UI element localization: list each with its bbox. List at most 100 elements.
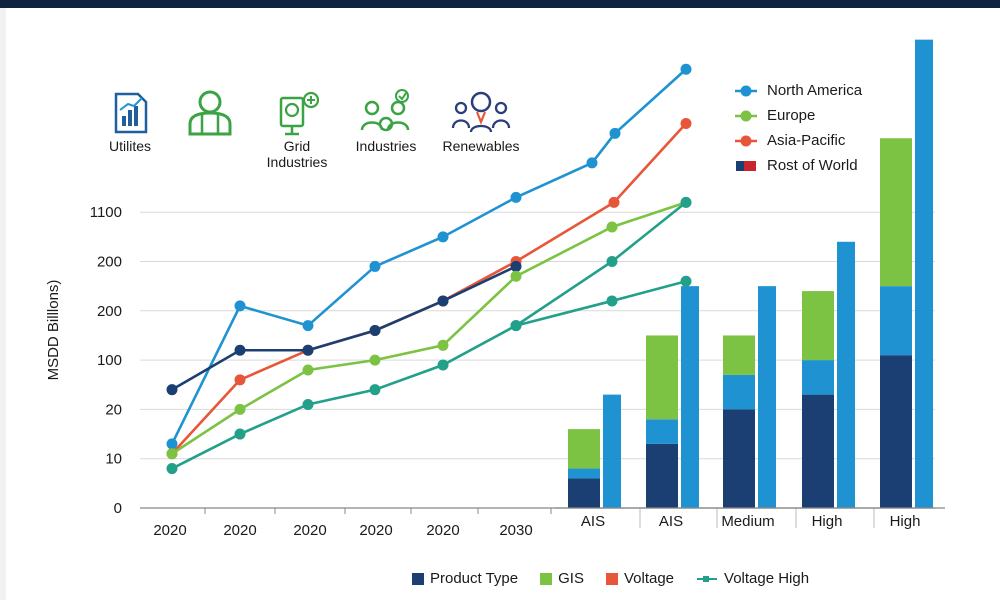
data-point	[369, 260, 381, 272]
legend-swatch-gis	[540, 572, 553, 585]
series-line	[171, 201, 687, 455]
data-point	[234, 403, 246, 415]
bars-layer	[568, 39, 933, 509]
x-tick-label: 2020	[359, 522, 392, 539]
bar-category-label: AIS	[659, 513, 683, 530]
bar-category-label: AIS	[581, 513, 605, 530]
data-point	[680, 275, 692, 287]
side-bar	[603, 394, 621, 508]
series-line	[515, 279, 687, 327]
bar-segment	[568, 478, 600, 508]
bar-segment	[646, 419, 678, 444]
top-bar	[0, 0, 1000, 8]
legend-marker-europe	[735, 109, 757, 123]
utilities-block: Utilites	[95, 88, 165, 154]
data-point	[606, 295, 618, 307]
data-point	[234, 344, 246, 356]
data-point	[510, 320, 522, 332]
utilities-icon	[114, 92, 148, 134]
x-tick-label: 2030	[499, 522, 532, 539]
data-point	[369, 354, 381, 366]
legend-swatch-voltage-high	[697, 575, 718, 582]
series-line	[170, 68, 687, 445]
data-point	[166, 384, 178, 396]
data-point	[302, 364, 314, 376]
grid-industries-label-line2: Industries	[266, 154, 328, 170]
bar-category-label: High	[890, 513, 921, 530]
x-tick-label: 2020	[426, 522, 459, 539]
legend-label-voltage-high: Voltage High	[724, 570, 810, 587]
renewables-label: Renewables	[442, 138, 520, 154]
y-tick-label: 0	[114, 500, 122, 517]
legend-swatch-product-type	[412, 572, 424, 585]
side-bar	[758, 286, 776, 508]
bar-category-label: High	[812, 513, 843, 530]
y-axis-label: MSDD Billlons)	[45, 280, 62, 381]
bar-segment	[880, 286, 912, 356]
industries-block: Industries	[345, 88, 427, 154]
bar-category-label: Medium	[721, 513, 774, 530]
bar-segment	[802, 360, 834, 395]
data-point	[437, 359, 449, 371]
data-point	[680, 117, 692, 129]
side-bar	[681, 286, 699, 508]
legend-item-europe: Europe	[735, 103, 862, 128]
legend-item-rest-of-world: Rost of World	[735, 153, 862, 178]
bar-segment	[568, 429, 600, 469]
data-point	[510, 191, 522, 203]
side-bar	[915, 39, 933, 509]
side-bar	[837, 241, 855, 508]
bar-segment	[723, 335, 755, 375]
y-tick-label: 200	[97, 303, 122, 320]
legend-marker-asia-pacific	[735, 134, 757, 148]
x-tick-label: 2020	[223, 522, 256, 539]
data-point	[437, 339, 449, 351]
data-point	[369, 325, 381, 337]
left-edge	[0, 8, 6, 600]
data-point	[437, 231, 449, 243]
data-point	[606, 221, 618, 233]
x-tick-label: 2020	[293, 522, 326, 539]
legend-item-north-america: North America	[735, 78, 862, 103]
legend-item-gis: GIS	[540, 570, 584, 587]
bar-segment	[802, 291, 834, 361]
legend-item-voltage: Voltage	[605, 570, 675, 587]
data-point	[234, 428, 246, 440]
bar-segment	[568, 468, 600, 479]
utilities-label: Utilites	[108, 138, 151, 154]
industries-label: Industries	[355, 138, 417, 154]
renewables-block: Renewables	[433, 88, 529, 154]
legend-bottom: Product Type GIS Voltage Voltage High	[412, 570, 831, 587]
data-point	[302, 398, 314, 410]
y-tick-label: 100	[97, 352, 122, 369]
renewables-icon	[451, 91, 511, 133]
bar-segment	[723, 409, 755, 508]
data-point	[234, 374, 246, 386]
bar-segment	[880, 355, 912, 508]
data-point	[680, 63, 692, 75]
lines-layer	[166, 63, 692, 475]
data-point	[369, 384, 381, 396]
legend-label-north-america: North America	[767, 82, 863, 99]
bar-segment	[723, 374, 755, 410]
legend-label-voltage: Voltage	[623, 570, 675, 587]
bar-segment	[646, 443, 678, 508]
industries-icon	[360, 89, 410, 132]
grid-industries-label: Grid Industries	[257, 138, 337, 170]
y-tick-label: 20	[105, 401, 122, 418]
x-tick-label: 2020	[153, 522, 186, 539]
legend-item-product-type: Product Type	[412, 570, 518, 587]
data-point	[302, 344, 314, 356]
data-point	[510, 260, 522, 272]
data-point	[606, 256, 618, 267]
legend-swatch-voltage	[605, 572, 618, 585]
data-point	[302, 320, 314, 332]
legend-label-product-type: Product Type	[430, 570, 519, 587]
data-point	[586, 157, 598, 169]
axis-layer: 0 10 20 100 200 200 1100 2020 2020 2020 2020 2020 20…	[90, 204, 945, 539]
y-tick-label: 10	[105, 451, 122, 468]
legend-label-europe: Europe	[767, 107, 816, 124]
legend-marker-north-america	[735, 84, 757, 98]
data-point	[680, 196, 692, 208]
